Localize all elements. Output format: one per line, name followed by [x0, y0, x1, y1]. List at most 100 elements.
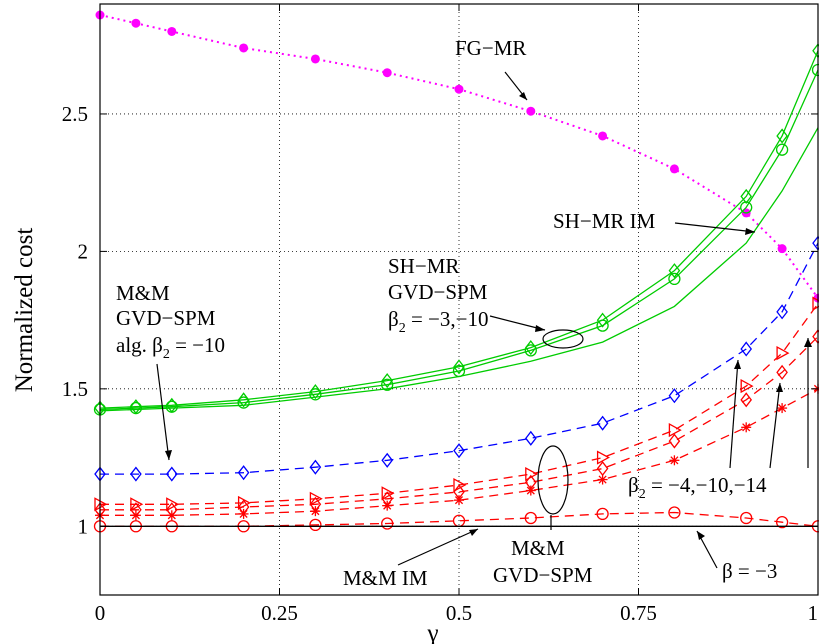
annotation-beta-3-arrowhead [697, 531, 705, 540]
series-8-line [100, 511, 819, 527]
series-4-point-11 [776, 304, 788, 320]
series-3-line [99, 127, 819, 412]
annotation-shmr-gvd-ellipse [542, 329, 584, 349]
series-0-point-1 [131, 18, 141, 28]
series-0-point-7 [526, 106, 536, 116]
series-1-line [99, 50, 819, 409]
series-4-point-1 [130, 466, 142, 482]
series-7-point-11 [777, 403, 788, 414]
series-5-point-3 [237, 495, 251, 511]
series-1-point-10 [740, 188, 753, 204]
series-4-point-8 [596, 415, 609, 431]
annotation-beta-multi: β2 = −4,−10,−14 [628, 338, 812, 502]
series-2-point-3 [237, 396, 250, 409]
y-tick-label-2: 2 [78, 239, 89, 263]
series-7-point-10 [741, 422, 752, 433]
x-tick-label-1: 0.25 [261, 601, 298, 625]
series-5-point-8 [596, 450, 610, 465]
annotation-mm-alg-arrowhead [165, 450, 172, 460]
annotation-mm-alg-arrow [156, 363, 170, 461]
series-2-point-9 [668, 272, 681, 286]
annotation-mm-gvd-ellipse [537, 445, 569, 515]
x-tick-label-3: 0.75 [620, 601, 657, 625]
series-2-point-7 [524, 344, 537, 357]
series-7-point-1 [130, 510, 141, 521]
series-5-point-10 [740, 378, 754, 394]
annotation-shmr-im-text: SH−MR IM [553, 209, 656, 233]
series-5-point-4 [309, 491, 323, 506]
series-7-point-4 [310, 506, 321, 517]
annotation-beta-multi-arrowhead-2 [776, 383, 783, 392]
annotation-beta-multi-arrow-1 [729, 359, 739, 469]
series-0-point-5 [382, 68, 392, 78]
annotation-mm-gvd-line2: GVD−SPM [493, 563, 593, 587]
annotation-mm-gvd-line1: M&M [511, 536, 565, 560]
series-8-point-8 [596, 507, 609, 521]
series-7-point-2 [166, 510, 177, 521]
x-axis-label: γ [426, 620, 438, 644]
series-8-point-4 [309, 518, 322, 532]
x-tick-label-2: 0.5 [446, 601, 472, 625]
series-2-line [99, 69, 819, 411]
series-2-point-2 [165, 400, 178, 413]
series-1-point-11 [776, 128, 788, 144]
annotation-mm-im-arrow [397, 528, 479, 566]
series-4-point-4 [309, 459, 322, 475]
series-1-point-9 [668, 263, 681, 279]
annotation-mm-im-text: M&M IM [343, 566, 428, 590]
series-8-point-11 [775, 516, 789, 529]
annotation-beta-3-text: β = −3 [722, 559, 777, 583]
tick-labels: 0 0.25 0.5 0.75 1 1 1.5 2 2.5 [62, 102, 818, 625]
annotation-shmr-gvd: SH−MR GVD−SPM β2 = −3,−10 [388, 254, 584, 349]
series-7-point-5 [382, 500, 393, 511]
series-group [93, 10, 819, 533]
series-2-point-10 [740, 201, 753, 214]
series-2-point-1 [129, 401, 143, 415]
series-6-line [100, 336, 819, 511]
series-1-point-5 [381, 373, 394, 389]
series-7-point-7 [525, 485, 536, 496]
series-8-point-5 [381, 517, 394, 530]
annotation-fgmr-arrowhead [519, 92, 527, 100]
series-4-point-10 [740, 341, 753, 357]
annotation-beta-multi-arrowhead-1 [734, 360, 741, 369]
series-5-point-9 [668, 422, 682, 438]
annotation-fgmr-text: FG−MR [455, 36, 526, 60]
series-0-point-9 [669, 164, 679, 174]
series-2-point-8 [596, 319, 609, 332]
annotation-beta-multi-text: β2 = −4,−10,−14 [628, 473, 767, 502]
series-0-point-4 [310, 54, 320, 64]
series-7-point-8 [597, 474, 608, 485]
series-5-point-1 [130, 497, 144, 512]
y-tick-label-3: 2.5 [62, 102, 88, 126]
series-2-point-11 [775, 143, 789, 156]
annotation-mm-im: M&M IM [343, 528, 479, 590]
series-6-point-11 [776, 364, 788, 380]
y-tick-label-0: 1 [78, 514, 89, 538]
annotation-beta-multi-arrowhead-3 [804, 338, 812, 347]
series-8-point-9 [668, 506, 681, 519]
series-7-point-9 [669, 455, 680, 466]
series-2-point-5 [381, 378, 394, 391]
annotation-mm-gvd: M&M GVD−SPM [493, 445, 593, 587]
series-5-line [100, 303, 819, 505]
axes-frame [99, 3, 819, 596]
x-tick-label-0: 0 [95, 601, 106, 625]
series-1-point-8 [596, 312, 609, 328]
annotation-shmr-im-arrowhead [745, 228, 755, 235]
annotation-beta-3: β = −3 [696, 530, 777, 583]
series-2-point-4 [309, 388, 322, 401]
annotation-shmr-gvd-line2: GVD−SPM [388, 280, 488, 304]
annotation-fgmr: FG−MR [455, 36, 528, 101]
y-tick-label-1: 1.5 [62, 377, 88, 401]
series-4-point-6 [453, 443, 465, 459]
series-7-point-3 [238, 508, 249, 519]
series-7-point-6 [454, 495, 464, 506]
x-tick-label-4: 1 [808, 601, 819, 625]
annotation-shmr-gvd-line1: SH−MR [388, 254, 459, 278]
series-4-point-2 [165, 466, 178, 482]
series-5-point-6 [453, 477, 467, 493]
annotation-shmr-gvd-beta: β2 = −3,−10 [388, 307, 488, 336]
annotation-shmr-gvd-arrowhead [535, 325, 545, 332]
